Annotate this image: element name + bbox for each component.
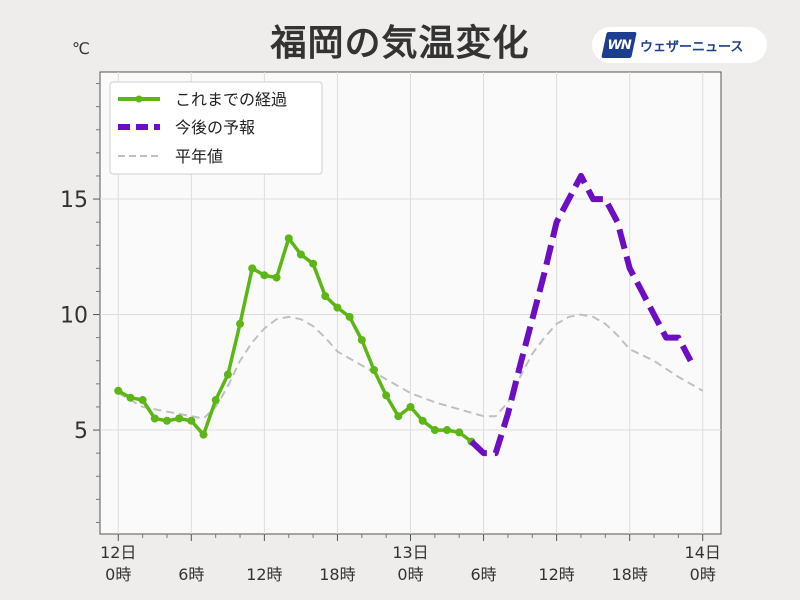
- legend-label-normal: 平年値: [175, 147, 223, 166]
- observed-point: [333, 303, 342, 312]
- legend-box: [109, 81, 323, 175]
- observed-point: [272, 273, 281, 282]
- observed-point: [394, 412, 403, 421]
- observed-point: [199, 430, 208, 439]
- x-tick-label-hour: 6時: [470, 565, 496, 584]
- chart-title: 福岡の気温変化: [270, 23, 530, 64]
- x-tick-label-date: 12日: [100, 543, 136, 562]
- observed-point: [248, 264, 257, 273]
- observed-point: [223, 370, 232, 379]
- observed-point: [162, 416, 171, 425]
- observed-point: [455, 428, 464, 437]
- observed-point: [406, 402, 415, 411]
- observed-point: [175, 414, 184, 423]
- y-tick-label: 5: [74, 419, 88, 444]
- observed-point: [236, 319, 245, 328]
- observed-point: [309, 259, 318, 268]
- observed-point: [211, 396, 220, 405]
- x-tick-label-hour: 12時: [246, 565, 282, 584]
- series-line-normal: [117, 313, 704, 420]
- x-tick-label-hour: 18時: [611, 565, 647, 584]
- axis-ticks: 12日 0時 6時 12時 18時 13日 0時 6時 12時 18時 14日 0時 5 10 15: [60, 83, 721, 584]
- observed-point: [138, 396, 147, 405]
- observed-point: [357, 335, 366, 344]
- x-tick-label-hour: 0時: [690, 565, 716, 584]
- observed-point: [126, 393, 135, 402]
- observed-point: [284, 234, 293, 243]
- x-tick-label-hour: 6時: [178, 565, 204, 584]
- legend-marker-observed: [135, 95, 143, 103]
- observed-point: [369, 365, 378, 374]
- x-tick-label-hour: 0時: [105, 565, 131, 584]
- series-line-forecast: [469, 172, 694, 457]
- observed-point: [114, 386, 123, 395]
- observed-point: [443, 426, 452, 435]
- legend-label-observed: これまでの経過: [175, 90, 287, 109]
- y-tick-label: 15: [60, 188, 88, 213]
- legend: これまでの経過 今後の予報 平年値: [109, 81, 323, 175]
- x-tick-label-date: 14日: [685, 543, 721, 562]
- observed-point: [150, 414, 159, 423]
- observed-point: [430, 426, 439, 435]
- weathernews-logo: WN ウェザーニュース: [592, 27, 767, 63]
- observed-point: [382, 391, 391, 400]
- series-layer: [114, 172, 704, 457]
- y-tick-label: 10: [60, 304, 88, 329]
- observed-point: [321, 292, 330, 301]
- y-unit-label: ℃: [72, 39, 90, 58]
- observed-point: [187, 416, 196, 425]
- observed-point: [260, 271, 269, 280]
- x-tick-label-date: 13日: [392, 543, 428, 562]
- x-tick-label-hour: 18時: [319, 565, 355, 584]
- legend-label-forecast: 今後の予報: [175, 118, 255, 137]
- x-tick-label-hour: 12時: [538, 565, 574, 584]
- grid: [100, 72, 721, 534]
- observed-point: [296, 250, 305, 259]
- x-tick-label-hour: 0時: [397, 565, 423, 584]
- observed-point: [418, 416, 427, 425]
- observed-point: [345, 312, 354, 321]
- weathernews-brand-name: ウェザーニュース: [640, 39, 744, 55]
